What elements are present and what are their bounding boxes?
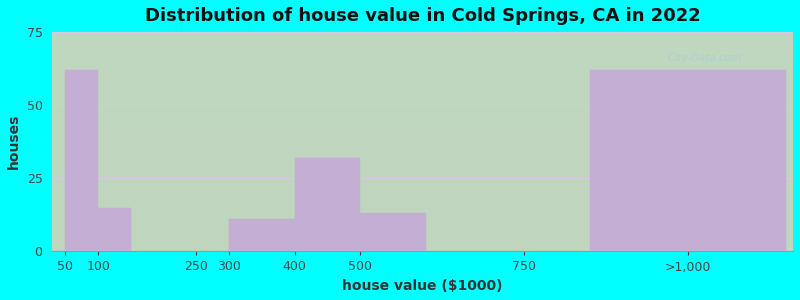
Text: City-Data.com: City-Data.com [667, 53, 742, 63]
X-axis label: house value ($1000): house value ($1000) [342, 279, 503, 293]
Bar [66, 70, 98, 251]
Title: Distribution of house value in Cold Springs, CA in 2022: Distribution of house value in Cold Spri… [145, 7, 701, 25]
Bar [230, 219, 294, 251]
Bar [360, 213, 426, 251]
Bar [98, 208, 131, 251]
Bar [590, 70, 786, 251]
Y-axis label: houses: houses [7, 114, 21, 170]
Bar [294, 158, 360, 251]
